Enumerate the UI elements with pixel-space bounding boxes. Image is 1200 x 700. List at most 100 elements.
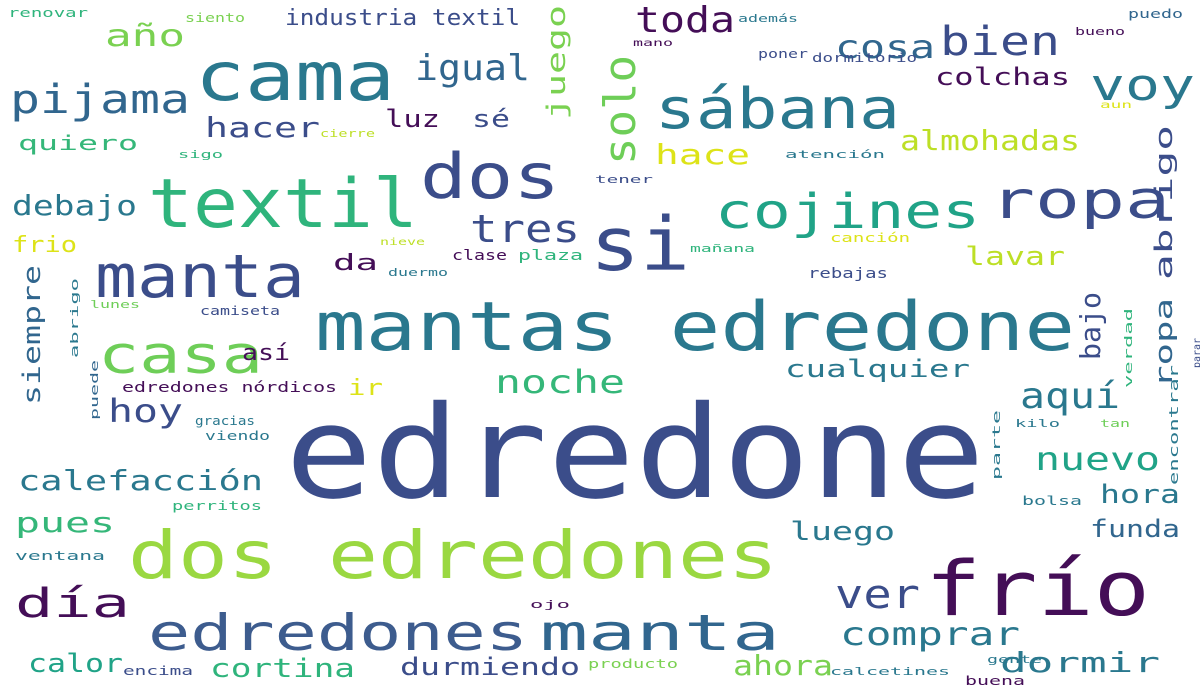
word-bajo: bajo (1074, 292, 1107, 360)
word-frio: frío (925, 544, 1150, 633)
word-ahora: ahora (733, 649, 833, 682)
word-parar: parar (1192, 338, 1200, 368)
word-viendo: viendo (205, 429, 270, 443)
word-ademas: además (738, 12, 798, 25)
word-frio: frio (12, 233, 77, 258)
word-nuevo: nuevo (1035, 440, 1160, 478)
word-durmiendo: durmiendo (400, 653, 580, 681)
word-solo: solo (595, 55, 646, 165)
word-dormitorio: dormitorio (812, 51, 917, 65)
word-juego: juego (542, 5, 572, 120)
word-perritos: perritos (172, 499, 262, 513)
word-calefaccion: calefacción (18, 464, 263, 497)
word-encima: encima (123, 664, 193, 678)
word-ano: año (105, 19, 185, 54)
word-abrigo: abrigo (1150, 125, 1178, 280)
word-rebajas: rebajas (808, 266, 888, 282)
word-luz: luz (385, 105, 440, 133)
word-ropa: ropa (990, 171, 1170, 231)
word-aun: aun (1100, 100, 1132, 111)
word-atencion: atención (785, 148, 885, 161)
word-nieve: nieve (380, 237, 425, 248)
word-siempre: siempre (18, 265, 46, 405)
word-camiseta: camiseta (200, 304, 280, 318)
word-pues: pues (15, 506, 115, 539)
word-noche: noche (495, 363, 625, 401)
word-parte: parte (990, 410, 1003, 480)
word-bien: bien (940, 19, 1060, 65)
word-debajo: debajo (12, 189, 137, 222)
word-funda: funda (1090, 515, 1180, 543)
word-renovar: renovar (8, 6, 88, 20)
word-hace: hace (655, 138, 750, 171)
word-tener: tener (595, 173, 654, 186)
word-cortina: cortina (210, 654, 355, 684)
word-plaza: plaza (518, 248, 583, 264)
word-edredones-nordicos: edredones nórdicos (122, 380, 337, 396)
word-igual: igual (415, 48, 530, 89)
word-luego: luego (790, 517, 895, 547)
word-clase: clase (452, 248, 507, 264)
word-hacer: hacer (205, 111, 320, 144)
word-verdad: verdad (1122, 308, 1135, 388)
word-manta: manta (95, 242, 305, 312)
word-casa: casa (98, 326, 263, 386)
word-toda: toda (635, 0, 735, 41)
word-bueno: bueno (1075, 25, 1125, 38)
word-puedo: puedo (1128, 7, 1183, 21)
word-aqui: aquí (1020, 376, 1120, 417)
word-sigo: sigo (178, 148, 223, 161)
word-pijama: pijama (10, 77, 190, 123)
word-bolsa: bolsa (1022, 494, 1082, 508)
word-ojo: ojo (530, 598, 570, 611)
word-sabana: sábana (655, 77, 900, 142)
word-cama: cama (195, 38, 395, 117)
word-hoy: hoy (108, 392, 183, 430)
word-manta: manta (540, 604, 780, 662)
word-hora: hora (1100, 480, 1180, 510)
word-dos: dos (420, 140, 560, 213)
word-lunes: lunes (90, 298, 140, 311)
word-calcetines: calcetines (830, 665, 950, 678)
word-dia: día (15, 581, 130, 627)
word-comprar: comprar (840, 615, 1020, 653)
word-ver: ver (835, 572, 920, 618)
word-gracias: gracias (195, 414, 255, 428)
word-cierre: cierre (320, 127, 375, 140)
word-dormir: dormir (1000, 646, 1160, 679)
word-si: si (590, 202, 690, 288)
word-abrigo: abrigo (68, 278, 81, 358)
word-edredones: edredones (148, 604, 528, 662)
word-colchas: colchas (935, 63, 1070, 91)
word-puede: puede (88, 360, 101, 420)
word-encontrar: encontrar (1167, 365, 1181, 485)
word-calor: calor (28, 649, 123, 679)
word-almohadas: almohadas (900, 124, 1080, 157)
word-gente: gente (987, 653, 1042, 666)
word-ventana: ventana (15, 549, 105, 563)
word-cancion: canción (830, 231, 910, 245)
word-asi: así (242, 341, 290, 366)
word-da: da (333, 251, 378, 276)
word-edredone: edredone (285, 379, 985, 528)
word-kilo: kilo (1015, 417, 1060, 430)
word-buena: buena (965, 674, 1025, 688)
word-quiero: quiero (18, 131, 138, 155)
word-lavar: lavar (965, 242, 1065, 272)
word-siento: siento (185, 11, 245, 25)
word-ropa: ropa (1150, 298, 1178, 388)
word-producto: producto (588, 657, 678, 671)
word-manana: mañana (690, 242, 755, 255)
word-mano: mano (633, 38, 673, 49)
word-cojines: cojines (715, 184, 980, 240)
word-textil: textil (148, 165, 418, 244)
word-voy: voy (1090, 60, 1195, 111)
word-se: sé (472, 105, 510, 133)
word-tres: tres (470, 207, 580, 251)
word-ir: ir (348, 376, 383, 401)
word-duermo: duermo (388, 266, 448, 279)
word-cualquier: cualquier (785, 355, 970, 383)
word-cosa: cosa (835, 28, 935, 66)
